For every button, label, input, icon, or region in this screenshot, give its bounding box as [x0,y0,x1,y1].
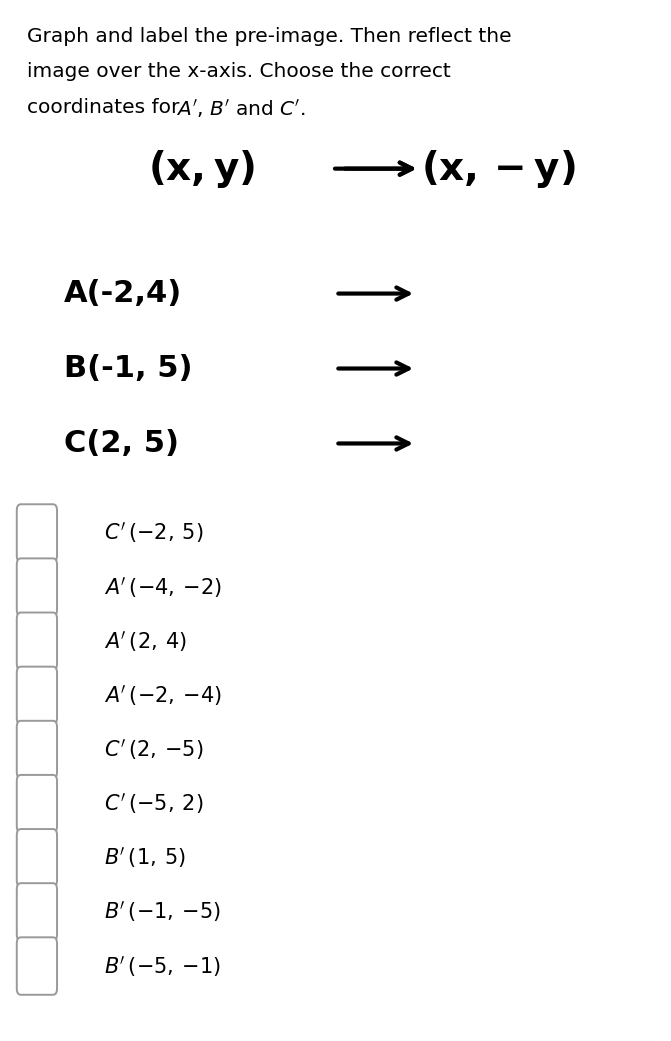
Text: $\mathbf{(x,y)}$: $\mathbf{(x,y)}$ [148,148,255,189]
FancyBboxPatch shape [17,937,57,995]
Text: $\mathit{C}'\,({-}5,  2)$: $\mathit{C}'\,({-}5, 2)$ [104,791,203,816]
Text: $\mathit{C}'\,({-}2,  5)$: $\mathit{C}'\,({-}2, 5)$ [104,520,203,545]
FancyBboxPatch shape [17,666,57,725]
FancyBboxPatch shape [17,883,57,941]
FancyBboxPatch shape [17,829,57,887]
Text: A(-2,4): A(-2,4) [64,279,182,308]
Text: image over the x-axis. Choose the correct: image over the x-axis. Choose the correc… [27,62,451,81]
Text: $\mathit{C}'\,(2,  {-}5)$: $\mathit{C}'\,(2, {-}5)$ [104,737,203,762]
FancyBboxPatch shape [17,612,57,670]
Text: $A'$, $B'$ and $C'$.: $A'$, $B'$ and $C'$. [176,98,305,120]
FancyBboxPatch shape [17,720,57,779]
FancyBboxPatch shape [17,775,57,833]
FancyBboxPatch shape [17,558,57,616]
Text: $\mathit{B}'\,({-}1,  {-}5)$: $\mathit{B}'\,({-}1, {-}5)$ [104,899,221,924]
Text: Graph and label the pre-image. Then reflect the: Graph and label the pre-image. Then refl… [27,27,511,46]
Text: B(-1, 5): B(-1, 5) [64,354,193,383]
Text: $\mathit{B}'\,({-}5,  {-}1)$: $\mathit{B}'\,({-}5, {-}1)$ [104,954,221,979]
Text: $\mathbf{(x,-y)}$: $\mathbf{(x,-y)}$ [421,148,576,189]
Text: $\mathit{A}'\,(2,  4)$: $\mathit{A}'\,(2, 4)$ [104,629,187,654]
Text: C(2, 5): C(2, 5) [64,429,178,458]
Text: coordinates for: coordinates for [27,98,186,117]
FancyBboxPatch shape [17,504,57,562]
Text: $\mathit{B}'\,(1,  5)$: $\mathit{B}'\,(1, 5)$ [104,845,186,870]
Text: $\mathit{A}'\,({-}2,  {-}4)$: $\mathit{A}'\,({-}2, {-}4)$ [104,683,222,708]
Text: $\mathit{A}'\,({-}4,  {-}2)$: $\mathit{A}'\,({-}4, {-}2)$ [104,575,222,600]
